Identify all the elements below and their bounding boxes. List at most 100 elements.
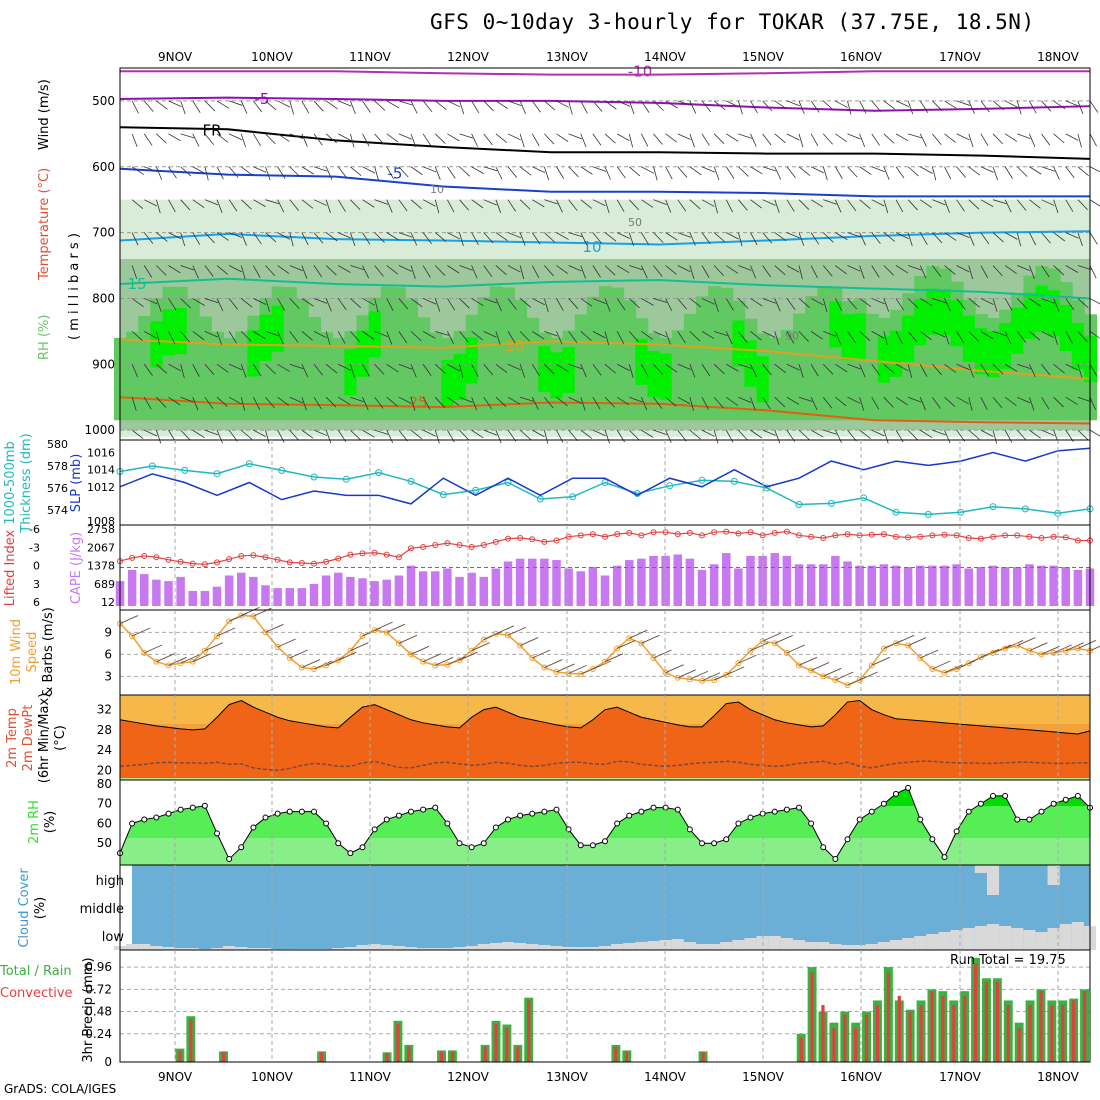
lifted-point bbox=[820, 534, 827, 541]
wind-barb-10m bbox=[835, 671, 854, 681]
rh-point bbox=[771, 808, 778, 815]
wind-barb bbox=[240, 429, 253, 440]
wind-barb bbox=[398, 100, 413, 106]
wind-barb bbox=[835, 363, 848, 373]
lifted-point bbox=[929, 532, 936, 539]
wind-barb bbox=[483, 330, 497, 338]
wind-barb bbox=[980, 199, 994, 207]
wind-barb bbox=[919, 133, 927, 147]
wind-barb bbox=[895, 363, 909, 372]
cloud-low-bar bbox=[441, 948, 454, 950]
wind-barb bbox=[665, 100, 678, 109]
wind-barb bbox=[580, 199, 592, 209]
thickness-point bbox=[957, 508, 965, 516]
wind-barb bbox=[1016, 298, 1028, 309]
wind-barb bbox=[762, 265, 772, 278]
wind-barb-10m bbox=[980, 648, 1000, 658]
cape-bar bbox=[491, 568, 501, 606]
rh-cell-dark bbox=[671, 330, 685, 421]
cape-bar bbox=[479, 576, 488, 606]
lifted-point bbox=[832, 532, 839, 539]
lifted-point bbox=[589, 531, 596, 538]
rh-cell-bright bbox=[465, 337, 479, 384]
wind-barb bbox=[386, 166, 394, 180]
wind-barb bbox=[544, 396, 554, 409]
wind-barb bbox=[895, 396, 908, 406]
wind-point bbox=[808, 667, 815, 674]
cloud-low-bar bbox=[611, 944, 624, 950]
wind-barb bbox=[932, 265, 942, 277]
wind-barb bbox=[531, 364, 541, 377]
wind-barb bbox=[240, 397, 246, 411]
wind-barb bbox=[992, 430, 998, 444]
wind-barb bbox=[265, 298, 271, 312]
wind-barb bbox=[204, 265, 214, 277]
wind-barb bbox=[519, 166, 532, 176]
cape-bar bbox=[346, 576, 355, 606]
cloud-low-bar bbox=[259, 948, 272, 950]
wind-barb bbox=[325, 429, 332, 444]
wind-barb bbox=[713, 298, 719, 312]
wind-barb bbox=[180, 100, 186, 115]
wind-point bbox=[226, 618, 233, 625]
wind-barb bbox=[507, 298, 517, 310]
wind-barb-10m bbox=[338, 651, 357, 661]
lifted-point bbox=[553, 537, 560, 544]
wind-barb bbox=[653, 429, 667, 436]
wind-barb bbox=[992, 265, 1003, 277]
wind-barb bbox=[786, 199, 795, 212]
wind-barb bbox=[774, 133, 786, 144]
rh-point bbox=[990, 792, 996, 799]
wind-barb bbox=[313, 232, 324, 244]
wind-barb bbox=[653, 166, 658, 181]
thickness-point bbox=[245, 460, 253, 468]
wind-barb bbox=[859, 331, 871, 341]
wind-barb bbox=[447, 265, 460, 274]
wind-barb bbox=[155, 331, 161, 346]
wind-barb bbox=[774, 232, 787, 242]
wind-barb bbox=[835, 199, 842, 213]
wind-barb bbox=[835, 331, 842, 345]
lifted-point bbox=[286, 559, 293, 566]
rh-point bbox=[347, 850, 354, 857]
lifted-point bbox=[250, 552, 257, 559]
wind-barb bbox=[932, 364, 942, 376]
wind-barb bbox=[992, 396, 1003, 409]
wind-barb bbox=[665, 265, 677, 275]
precip-conv-bar bbox=[875, 1005, 880, 1062]
wind-barb-10m bbox=[641, 634, 660, 644]
rh-cell-dark bbox=[817, 286, 831, 421]
wind-barb bbox=[750, 298, 763, 307]
wind-barb bbox=[204, 429, 219, 436]
cloud-low-bar bbox=[938, 932, 951, 950]
wind-barb bbox=[883, 396, 894, 408]
rh-point bbox=[420, 806, 427, 813]
wind-barb bbox=[301, 298, 314, 307]
wind-barb bbox=[810, 298, 824, 306]
lifted-point bbox=[868, 531, 875, 538]
wind-barb bbox=[762, 166, 777, 172]
cloud-low-bar bbox=[877, 942, 890, 950]
wind-barb bbox=[410, 265, 416, 279]
isotherm-5 bbox=[119, 277, 1091, 300]
wind-barb bbox=[265, 232, 277, 243]
wind-barb bbox=[386, 331, 393, 345]
wind-barb bbox=[265, 133, 276, 145]
wind-barb bbox=[301, 265, 308, 279]
wind-barb-10m bbox=[932, 660, 951, 670]
wind-barb bbox=[568, 363, 583, 370]
wind-barb bbox=[519, 100, 526, 114]
y-tick-label: 578 bbox=[47, 460, 68, 473]
wind-barb bbox=[156, 396, 167, 408]
temp-label-line: (°C) bbox=[53, 725, 68, 751]
wind-barb bbox=[689, 364, 696, 378]
wind-barb bbox=[774, 363, 787, 374]
cloud-low-bar bbox=[853, 945, 866, 950]
lifted-point bbox=[735, 530, 742, 537]
wind-barb-10m bbox=[301, 659, 321, 668]
wind-barb bbox=[616, 133, 630, 141]
wind-barb bbox=[483, 429, 497, 436]
wind-barb bbox=[337, 166, 348, 179]
wind-barb bbox=[774, 331, 780, 345]
rh-point bbox=[383, 816, 390, 823]
